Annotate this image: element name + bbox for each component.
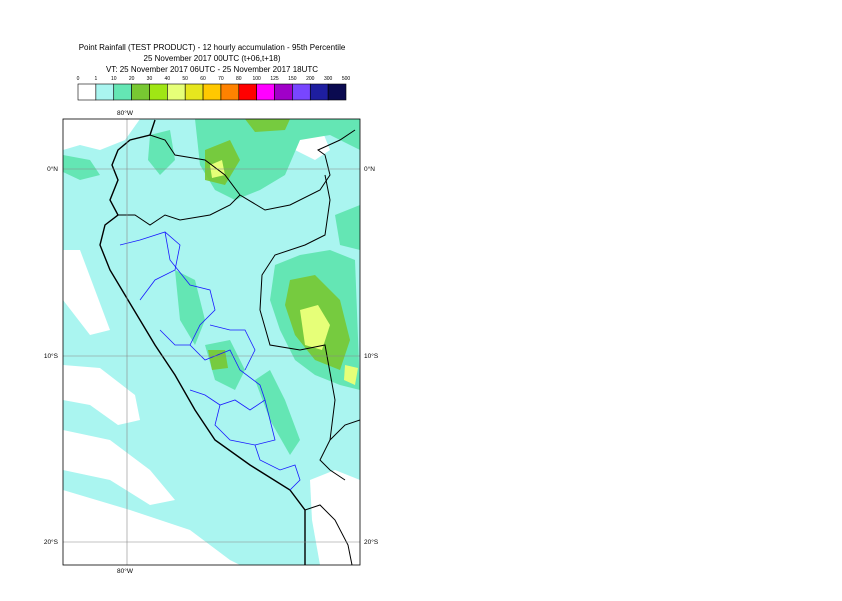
legend-swatch: [149, 83, 168, 101]
very-heavy-areas: [210, 160, 358, 385]
legend-label: 40: [165, 76, 171, 82]
legend-label: 200: [306, 76, 315, 82]
lat-label: 0°N: [47, 165, 58, 173]
legend-label: 30: [147, 76, 153, 82]
lat-label: 10°S: [44, 352, 59, 360]
legend-swatch: [131, 83, 150, 101]
legend-label: 10: [111, 76, 117, 82]
legend-label: 60: [200, 76, 206, 82]
legend-label: 300: [324, 76, 333, 82]
lon-label: 80°W: [117, 567, 134, 575]
lat-label: 20°S: [44, 538, 59, 546]
department-lines: [119, 231, 301, 491]
legend-swatch: [238, 83, 257, 101]
legend-swatch: [327, 83, 347, 101]
legend-swatch: [220, 83, 240, 101]
legend-label: 70: [218, 76, 224, 82]
map-frame: [62, 118, 361, 566]
legend: 0 1 10 20 30 40 50 60 70 80 100 125 150 200 300 500: [77, 76, 351, 101]
legend-swatch: [309, 83, 329, 101]
validity: VT: 25 November 2017 06UTC - 25 November…: [106, 65, 318, 74]
legend-label: 500: [342, 76, 351, 82]
legend-swatch: [292, 83, 311, 101]
legend-swatch: [274, 83, 293, 101]
lon-label: 80°W: [117, 109, 134, 117]
legend-label: 20: [129, 76, 135, 82]
title: Point Rainfall (TEST PRODUCT) - 12 hourl…: [79, 43, 346, 52]
legend-label: 1: [94, 76, 97, 82]
map-area: [63, 119, 360, 565]
legend-swatch: [77, 83, 97, 101]
legend-swatch: [113, 83, 132, 101]
legend-label: 0: [77, 76, 80, 82]
borders: [99, 119, 360, 565]
legend-label: 100: [252, 76, 261, 82]
graticule: [63, 119, 360, 565]
legend-swatch: [256, 83, 275, 101]
legend-label: 80: [236, 76, 242, 82]
legend-label: 50: [182, 76, 188, 82]
legend-swatch: [95, 83, 115, 101]
legend-label: 125: [270, 76, 279, 82]
legend-swatch: [184, 83, 204, 101]
lat-label: 20°S: [364, 538, 379, 546]
lat-label: 0°N: [364, 165, 375, 173]
subtitle: 25 November 2017 00UTC (t+06,t+18): [144, 54, 281, 63]
lat-label: 10°S: [364, 352, 379, 360]
legend-swatch: [167, 83, 186, 101]
legend-label: 150: [288, 76, 297, 82]
legend-swatch: [202, 83, 222, 101]
